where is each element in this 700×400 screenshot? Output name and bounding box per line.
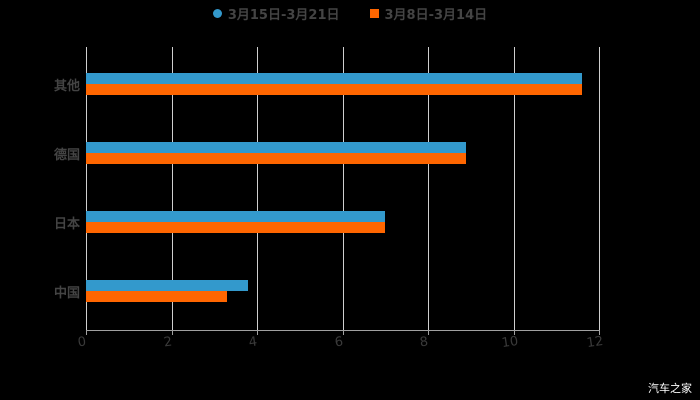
x-tick-label: 8 xyxy=(418,334,430,351)
x-tick-label: 10 xyxy=(500,333,519,352)
bar[interactable] xyxy=(86,153,467,164)
x-tick-label: 0 xyxy=(76,334,88,351)
legend-label: 3月15日-3月21日 xyxy=(227,8,340,23)
legend-item-week1[interactable]: 3月8日-3月14日 xyxy=(369,4,488,23)
x-tick xyxy=(342,330,344,335)
bar[interactable] xyxy=(86,142,467,153)
x-tick-label: 2 xyxy=(162,334,173,351)
category-label: 德国 xyxy=(53,148,80,163)
gridline xyxy=(599,47,600,330)
x-tick-label: 12 xyxy=(585,333,605,352)
legend-item-week2[interactable]: 3月15日-3月21日 xyxy=(212,4,340,23)
legend: 3月15日-3月21日 3月8日-3月14日 xyxy=(0,4,700,23)
x-tick xyxy=(171,330,173,335)
bar[interactable] xyxy=(86,291,228,302)
gridline xyxy=(342,47,344,330)
gridline xyxy=(171,47,173,330)
x-tick xyxy=(513,330,515,335)
x-tick xyxy=(86,330,87,335)
bar[interactable] xyxy=(86,84,582,95)
gridline xyxy=(257,47,258,330)
watermark: 汽车之家 xyxy=(648,382,692,395)
category-label: 其他 xyxy=(53,79,80,94)
x-tick xyxy=(599,330,600,335)
x-axis xyxy=(86,330,600,331)
bar[interactable] xyxy=(86,73,582,84)
category-label: 日本 xyxy=(53,217,80,232)
gridline xyxy=(86,47,87,330)
x-tick-label: 4 xyxy=(247,334,259,351)
bar[interactable] xyxy=(86,222,386,233)
bar[interactable] xyxy=(86,280,249,291)
category-label: 中国 xyxy=(53,286,80,301)
gridline xyxy=(428,47,429,330)
x-tick-label: 6 xyxy=(333,334,344,351)
gridline xyxy=(513,47,515,330)
x-tick xyxy=(257,330,258,335)
x-tick xyxy=(428,330,429,335)
bar[interactable] xyxy=(86,211,386,222)
legend-circle-icon xyxy=(212,9,222,18)
legend-square-icon xyxy=(369,9,379,18)
legend-label: 3月8日-3月14日 xyxy=(384,8,488,23)
